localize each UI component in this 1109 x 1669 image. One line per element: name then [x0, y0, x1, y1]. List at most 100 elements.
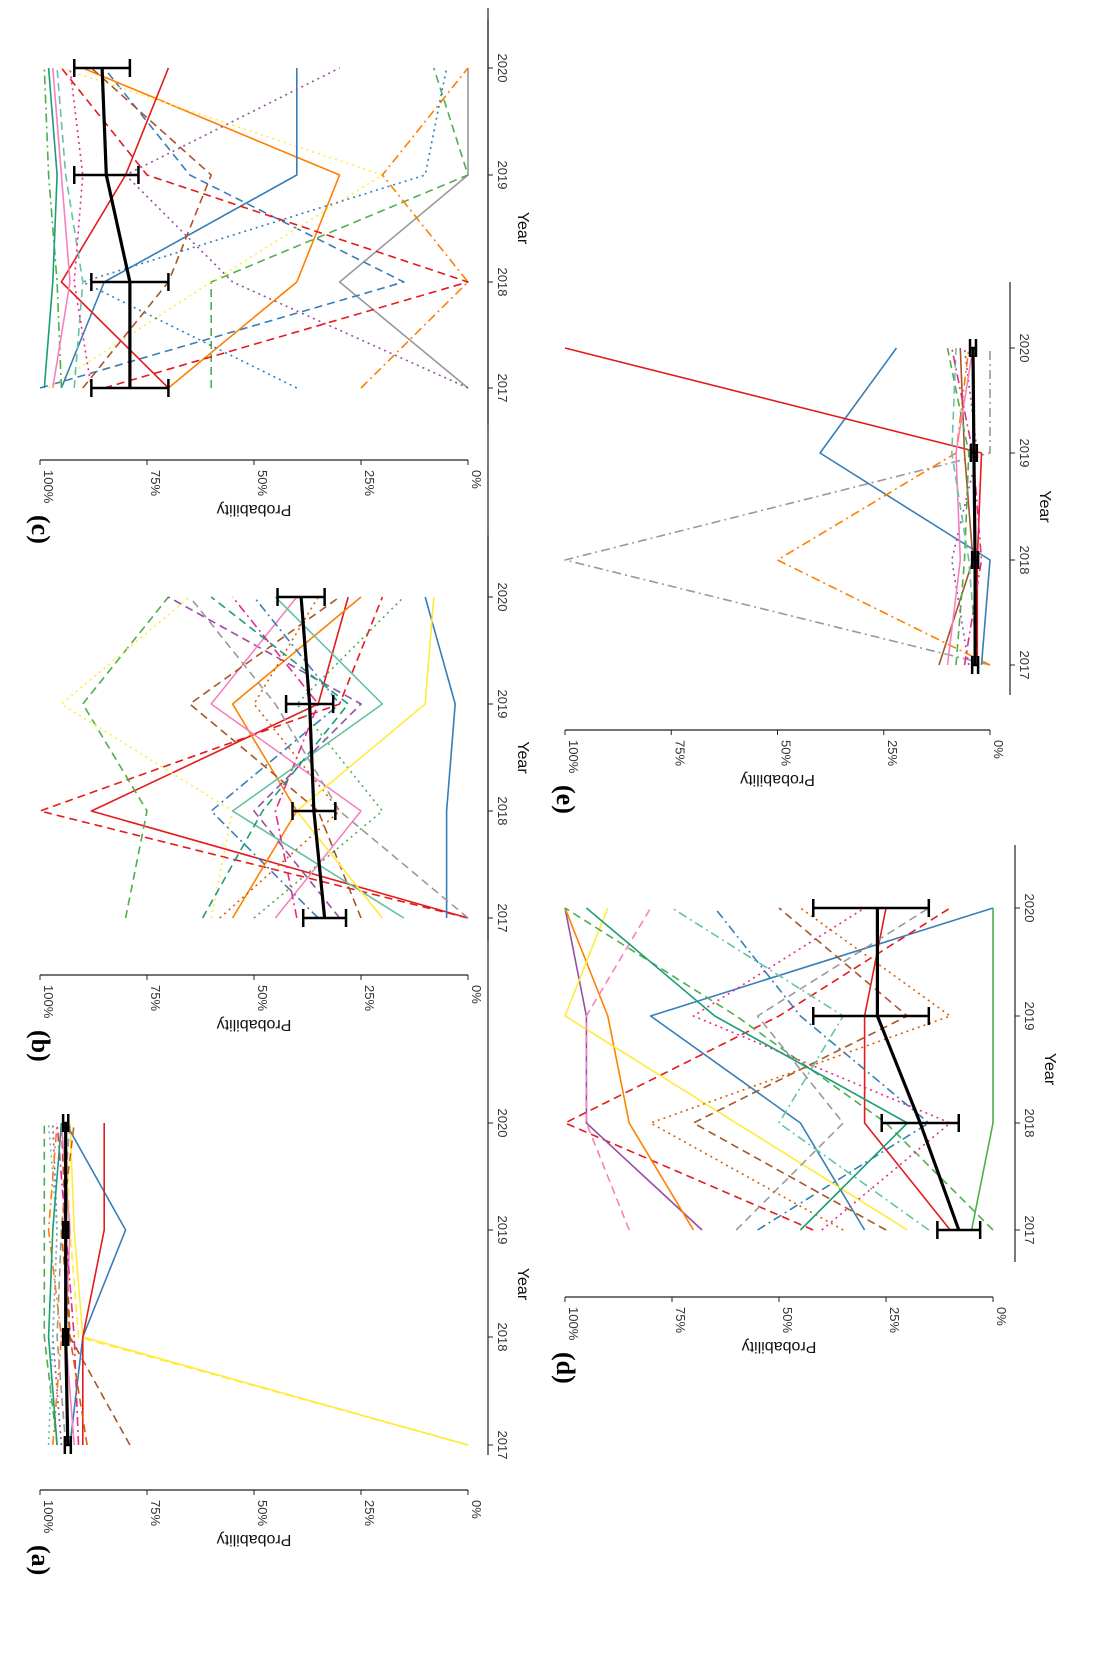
panel-e: 0% 25% 50% 75% 100% 2017 2018 2019 2020 Probabili…: [551, 282, 1053, 814]
series-line: [64, 1122, 469, 1446]
year-axis-title: Year: [1041, 1053, 1058, 1086]
series-line: [60, 596, 234, 919]
series-line: [714, 907, 930, 1231]
series-line: [585, 907, 909, 1231]
panels-layer: 0% 25% 50% 75% 100% 2017 2018 2019 2020 Probabili…: [26, 8, 1058, 1575]
series-line: [649, 907, 994, 1231]
probability-axis-title: Probability: [217, 501, 292, 518]
year-tick-label: 2020: [495, 54, 510, 83]
series-line: [56, 1122, 80, 1446]
series-line: [51, 1122, 63, 1446]
mean-line: [64, 1123, 70, 1446]
probability-tick-label: 25%: [362, 1500, 377, 1526]
panel-c: 0% 25% 50% 75% 100% 2017 2018 2019 2020 Probabili…: [26, 8, 531, 544]
year-axis-title: Year: [514, 741, 531, 774]
year-tick-label: 2017: [1022, 1216, 1037, 1245]
series-line: [65, 1122, 127, 1446]
year-axis-title: Year: [514, 212, 531, 245]
probability-tick-label: 50%: [780, 1307, 795, 1333]
series-line: [47, 1122, 63, 1446]
series-line: [82, 596, 170, 919]
series-line: [52, 67, 71, 389]
year-tick-label: 2019: [1022, 1002, 1037, 1031]
probability-tick-label: 75%: [148, 1500, 163, 1526]
series-line: [82, 67, 212, 389]
mean-line: [971, 347, 977, 665]
year-tick-label: 2017: [1017, 651, 1032, 680]
series-line: [946, 347, 974, 666]
probability-tick-label: 0%: [469, 1500, 484, 1519]
year-tick-label: 2019: [495, 690, 510, 719]
year-tick-label: 2020: [495, 583, 510, 612]
series-line: [43, 67, 63, 389]
probability-tick-label: 25%: [887, 1307, 902, 1333]
probability-tick-label: 0%: [994, 1307, 1009, 1326]
series-line: [564, 347, 983, 665]
series-line: [564, 907, 951, 1231]
panel-d: 0% 25% 50% 75% 100% 2017 2018 2019 2020 Probabili…: [551, 845, 1058, 1384]
probability-axis-title: Probability: [217, 1016, 292, 1033]
probability-tick-label: 75%: [148, 985, 163, 1011]
series-line: [210, 67, 469, 388]
series-line: [951, 347, 983, 666]
probability-axis-title: Probability: [217, 1531, 292, 1548]
mean-line: [299, 596, 327, 919]
year-tick-label: 2018: [495, 268, 510, 297]
series-line: [360, 67, 469, 389]
probability-axis-title: Probability: [742, 1338, 817, 1355]
series-line: [124, 67, 469, 389]
year-axis-title: Year: [514, 1268, 531, 1301]
probability-tick-label: 0%: [991, 740, 1006, 759]
probability-tick-label: 50%: [255, 470, 270, 496]
year-tick-label: 2018: [1017, 546, 1032, 575]
panel-a: 0% 25% 50% 75% 100% 2017 2018 2019 2020 Probabili…: [26, 20, 531, 1575]
series-line: [338, 68, 469, 389]
series-line: [210, 596, 341, 919]
probability-tick-label: 25%: [885, 740, 900, 766]
year-tick-label: 2018: [1022, 1109, 1037, 1138]
probability-tick-label: 75%: [148, 470, 163, 496]
probability-tick-label: 50%: [255, 1500, 270, 1526]
year-tick-label: 2019: [495, 1216, 510, 1245]
year-tick-label: 2017: [495, 904, 510, 933]
series-line: [585, 907, 652, 1231]
mean-line: [100, 67, 132, 388]
series-line: [692, 907, 952, 1231]
year-tick-label: 2018: [495, 1323, 510, 1352]
year-tick-label: 2019: [1017, 439, 1032, 468]
series-line: [90, 596, 469, 919]
probability-tick-label: 100%: [566, 740, 581, 774]
year-axis-title: Year: [1036, 490, 1053, 523]
panel-letter: (d): [551, 1352, 580, 1384]
series-line: [649, 907, 952, 1231]
series-line: [564, 907, 703, 1231]
probability-tick-label: 100%: [41, 1500, 56, 1534]
series-line: [819, 347, 991, 666]
series-line: [253, 596, 405, 919]
year-tick-label: 2019: [495, 161, 510, 190]
probability-tick-label: 25%: [362, 470, 377, 496]
probability-tick-label: 50%: [255, 985, 270, 1011]
year-tick-label: 2020: [1022, 894, 1037, 923]
series-line: [82, 67, 341, 389]
probability-tick-label: 100%: [566, 1307, 581, 1341]
series-line: [60, 67, 170, 389]
series-line: [295, 596, 435, 919]
probability-tick-label: 25%: [362, 985, 377, 1011]
panel-b: 0% 25% 50% 75% 100% 2017 2018 2019 2020 Probabili…: [26, 535, 531, 1062]
probability-tick-label: 75%: [673, 1307, 688, 1333]
series-line: [56, 67, 84, 389]
probability-tick-label: 100%: [41, 470, 56, 504]
probability-tick-label: 100%: [41, 985, 56, 1019]
series-line: [47, 1122, 63, 1446]
year-tick-label: 2018: [495, 797, 510, 826]
year-tick-label: 2020: [1017, 334, 1032, 363]
series-line: [82, 1123, 105, 1445]
series-line: [47, 1122, 58, 1446]
series-line: [39, 596, 469, 919]
series-line: [946, 347, 970, 666]
series-line: [950, 347, 979, 666]
series-line: [970, 908, 994, 1231]
series-line: [43, 67, 58, 389]
